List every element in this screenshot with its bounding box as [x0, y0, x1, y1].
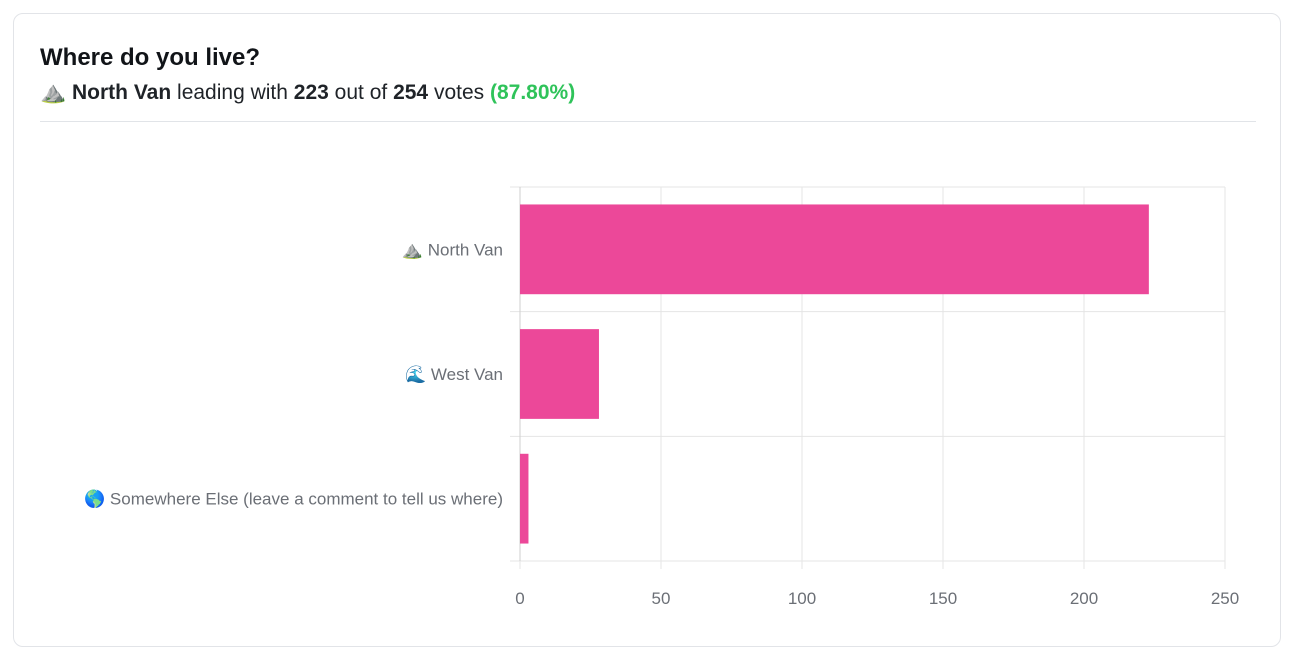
poll-title: Where do you live?: [40, 44, 261, 71]
category-label: ⛰️ North Van: [402, 240, 503, 259]
bar: [520, 329, 599, 419]
leader-percent: (87.80%): [490, 81, 576, 104]
poll-summary: ⛰️ North Van leading with 223 out of 254…: [40, 81, 575, 105]
x-tick-label: 250: [1211, 589, 1239, 608]
bar: [520, 453, 529, 544]
votes-text: votes: [433, 81, 485, 104]
category-label: 🌊 West Van: [405, 364, 503, 384]
bar: [520, 204, 1149, 295]
leader-votes: 223: [293, 81, 329, 104]
leading-text: leading with: [177, 81, 288, 104]
x-tick-label: 150: [929, 589, 957, 608]
x-tick-label: 100: [788, 589, 816, 608]
out-of-text: out of: [334, 81, 388, 104]
x-tick-label: 0: [515, 589, 524, 608]
header-divider: [40, 121, 1256, 122]
poll-card: Where do you live? ⛰️ North Van leading …: [13, 13, 1281, 647]
category-label: 🌎 Somewhere Else (leave a comment to tel…: [84, 489, 503, 509]
x-tick-label: 200: [1070, 589, 1098, 608]
mountain-icon: ⛰️: [40, 81, 67, 104]
x-tick-label: 50: [652, 589, 671, 608]
total-votes: 254: [393, 81, 429, 104]
leader-name: North Van: [72, 81, 172, 104]
